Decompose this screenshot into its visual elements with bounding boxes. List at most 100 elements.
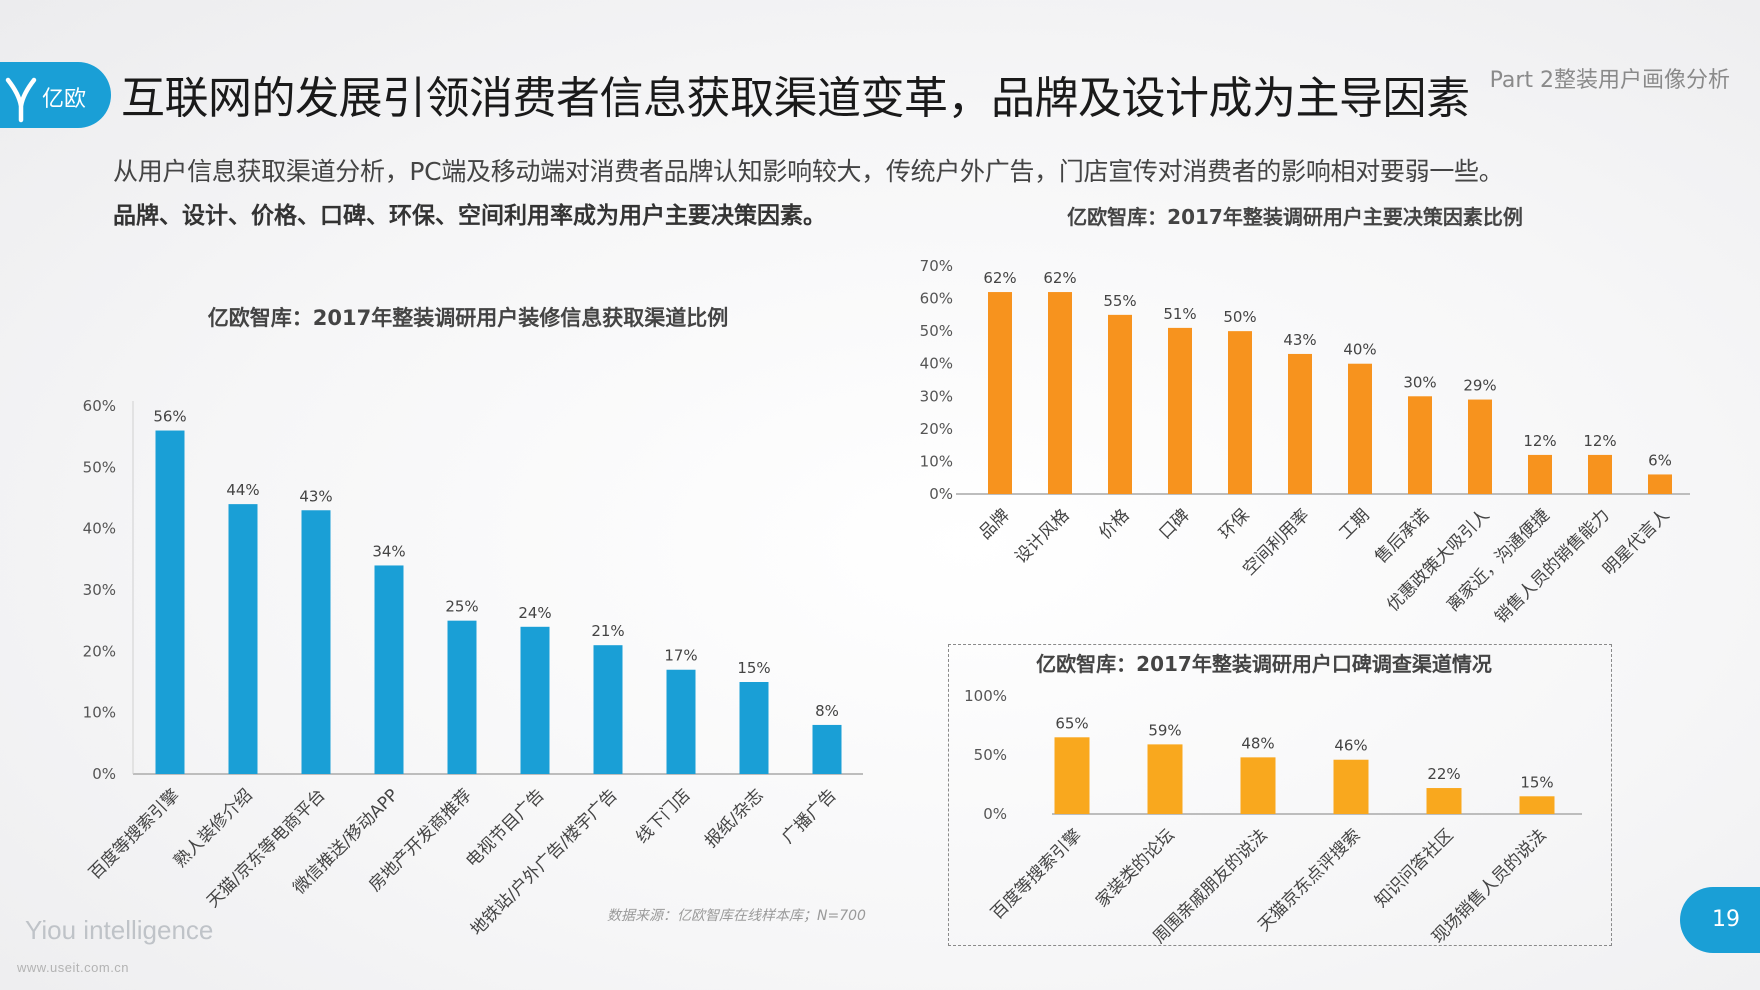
factors-category-label: 离家近，沟通便捷	[1443, 505, 1553, 615]
factors-bar	[1348, 363, 1372, 494]
channels-category-label: 地铁站/户外广告/楼宇广告	[467, 785, 621, 939]
factors-bar	[1168, 327, 1192, 494]
channels-chart-svg: 亿欧智库：2017年整装调研用户装修信息获取渠道比例 0% 10% 20% 30% 40…	[83, 306, 863, 940]
factors-y-tick-label: 30%	[920, 387, 953, 405]
channels-data-label: 56%	[153, 408, 186, 426]
factors-category-label: 工期	[1335, 505, 1373, 543]
reputation-bar	[1333, 759, 1369, 814]
factors-y-tick-label: 70%	[920, 257, 953, 275]
reputation-y-tick-label: 100%	[964, 687, 1007, 705]
factors-category-label: 价格	[1095, 505, 1133, 543]
factors-data-label: 30%	[1403, 373, 1436, 391]
channels-y-tick-label: 10%	[83, 704, 116, 722]
channels-chart-title: 亿欧智库：2017年整装调研用户装修信息获取渠道比例	[208, 306, 728, 330]
factors-data-label: 29%	[1463, 377, 1496, 395]
channels-data-label: 17%	[664, 647, 697, 665]
reputation-category-label: 百度等搜索引擎	[987, 825, 1085, 923]
channels-data-label: 43%	[299, 487, 332, 505]
reputation-data-label: 15%	[1520, 773, 1553, 791]
reputation-data-label: 46%	[1334, 737, 1367, 755]
key-finding: 品牌、设计、价格、口碑、环保、空间利用率成为用户主要决策因素。	[113, 203, 826, 229]
page-title: 互联网的发展引领消费者信息获取渠道变革，品牌及设计成为主导因素	[121, 73, 1470, 124]
factors-data-label: 40%	[1343, 341, 1376, 359]
factors-y-tick-label: 20%	[920, 420, 953, 438]
factors-y-tick-label: 10%	[920, 452, 953, 470]
factors-category-label: 口碑	[1155, 505, 1193, 543]
channels-y-tick-label: 60%	[83, 397, 116, 415]
reputation-bar	[1054, 737, 1090, 814]
factors-bar	[1468, 399, 1492, 494]
channels-data-label: 44%	[226, 481, 259, 499]
factors-bar-chart: 亿欧智库：2017年整装调研用户主要决策因素比例 0% 10% 20% 30% 40% 5…	[910, 200, 1760, 640]
channels-y-tick-label: 40%	[83, 520, 116, 538]
reputation-chart-title: 亿欧智库：2017年整装调研用户口碑调查渠道情况	[1036, 652, 1492, 676]
channels-data-label: 34%	[372, 542, 405, 560]
factors-bar	[1648, 474, 1672, 494]
factors-y-tick-label: 40%	[920, 355, 953, 373]
site-watermark: www.useit.com.cn	[17, 960, 130, 975]
reputation-data-label: 22%	[1427, 765, 1460, 783]
factors-chart-title: 亿欧智库：2017年整装调研用户主要决策因素比例	[1067, 205, 1523, 229]
channels-data-label: 21%	[591, 622, 624, 640]
factors-category-label: 品牌	[975, 505, 1013, 543]
factors-category-label: 设计风格	[1011, 505, 1073, 567]
factors-category-label: 环保	[1215, 505, 1253, 543]
channels-data-label: 24%	[518, 604, 551, 622]
channels-bar	[301, 510, 331, 774]
factors-data-label: 12%	[1583, 432, 1616, 450]
section-label: Part 2整装用户画像分析	[1489, 68, 1730, 93]
channels-y-tick-label: 30%	[83, 581, 116, 599]
channels-category-label: 百度等搜索引擎	[85, 785, 183, 883]
factors-data-label: 62%	[983, 269, 1016, 287]
factors-bar	[988, 292, 1012, 494]
factors-data-label: 43%	[1283, 331, 1316, 349]
factors-y-tick-label: 50%	[920, 322, 953, 340]
channels-bar	[374, 565, 404, 774]
reputation-data-label: 59%	[1148, 721, 1181, 739]
data-source-note: 数据来源：亿欧智库在线样本库；N=700	[607, 908, 866, 924]
factors-bar	[1588, 454, 1612, 494]
factors-bar	[1108, 314, 1132, 494]
factors-bar	[1048, 292, 1072, 494]
factors-data-label: 50%	[1223, 308, 1256, 326]
channels-category-label: 线下门店	[632, 785, 694, 847]
factors-bar	[1228, 331, 1252, 494]
page-subtitle: 从用户信息获取渠道分析，PC端及移动端对消费者品牌认知影响较大，传统户外广告，门…	[113, 157, 1504, 186]
reputation-category-label: 知识问答社区	[1371, 825, 1457, 911]
factors-data-label: 12%	[1523, 432, 1556, 450]
factors-y-tick-label: 0%	[929, 485, 953, 503]
channels-data-label: 25%	[445, 598, 478, 616]
channels-bar	[593, 645, 623, 774]
logo-text: 亿欧	[42, 87, 86, 112]
factors-data-label: 6%	[1648, 451, 1672, 469]
channels-bar	[228, 504, 258, 774]
channels-y-tick-label: 50%	[83, 458, 116, 476]
channels-data-label: 15%	[737, 659, 770, 677]
reputation-chart-svg: 亿欧智库：2017年整装调研用户口碑调查渠道情况 0% 50% 100% 65% 百度等…	[964, 652, 1582, 948]
factors-bar	[1528, 454, 1552, 494]
channels-bar	[520, 626, 550, 774]
reputation-bar	[1426, 788, 1462, 814]
reputation-bar	[1240, 757, 1276, 814]
page-number: 19	[1680, 887, 1760, 953]
channels-bar-chart: 亿欧智库：2017年整装调研用户装修信息获取渠道比例 0% 10% 20% 30% 40…	[40, 290, 920, 950]
factors-category-label: 售后承诺	[1371, 505, 1433, 567]
channels-y-tick-label: 20%	[83, 642, 116, 660]
factors-data-label: 55%	[1103, 292, 1136, 310]
factors-data-label: 62%	[1043, 269, 1076, 287]
channels-data-label: 8%	[815, 702, 839, 720]
reputation-y-tick-label: 0%	[983, 805, 1007, 823]
logo-tab: 亿欧	[0, 62, 111, 128]
reputation-bar	[1147, 744, 1183, 814]
factors-bar	[1288, 353, 1312, 494]
factors-y-tick-label: 60%	[920, 290, 953, 308]
channels-category-label: 报纸/杂志	[701, 785, 767, 851]
channels-bar	[812, 724, 842, 774]
reputation-data-label: 48%	[1241, 734, 1274, 752]
factors-bar	[1408, 396, 1432, 494]
reputation-data-label: 65%	[1055, 714, 1088, 732]
channels-category-label: 广播广告	[778, 785, 840, 847]
reputation-category-label: 家装类的论坛	[1092, 825, 1178, 911]
factors-category-label: 销售人员的销售能力	[1491, 505, 1613, 627]
channels-bar	[155, 430, 185, 774]
